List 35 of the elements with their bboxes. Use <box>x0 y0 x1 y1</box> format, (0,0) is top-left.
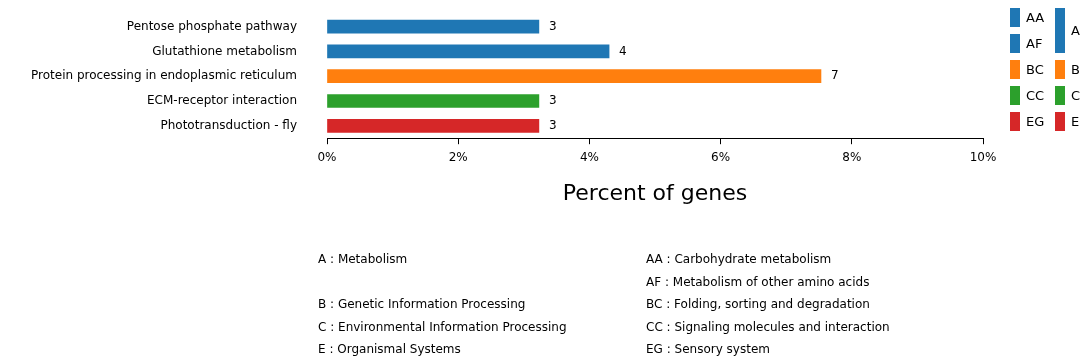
text: CC : Signaling molecules and interaction <box>646 319 890 335</box>
x-tick-label: 2% <box>448 149 468 164</box>
annotation: 3 <box>548 117 557 132</box>
text: AA : Carbohydrate metabolism <box>646 252 832 267</box>
text: BC : Folding, sorting and degradation <box>646 297 870 312</box>
x-tick-label: 0% <box>317 149 337 164</box>
legend-label: CC <box>1026 87 1045 103</box>
text: C : Environmental Information Processing <box>318 319 567 335</box>
text: B : Genetic Information Processing <box>318 297 526 312</box>
y-tick-label: Protein processing in endoplasmic reticulum <box>31 68 297 83</box>
text: A : Metabolism <box>318 252 408 267</box>
text: E <box>1071 113 1080 129</box>
text: EG : Sensory system <box>646 342 770 357</box>
legend-label: AF <box>1026 35 1043 51</box>
legend-label: BC <box>1026 61 1044 77</box>
text: A <box>1071 22 1080 38</box>
text: B <box>1071 61 1080 77</box>
y-tick-label: Glutathione metabolism <box>152 43 297 58</box>
x-axis-title: Percent of genes <box>562 179 748 205</box>
legend-label: EG <box>1026 113 1045 129</box>
y-tick-label: Phototransduction - fly <box>160 117 297 132</box>
y-tick-label: Pentose phosphate pathway <box>126 18 297 33</box>
annotation: 7 <box>830 68 839 83</box>
annotation: 3 <box>548 18 557 33</box>
annotation: 4 <box>619 43 627 58</box>
x-tick-label: 6% <box>711 149 731 164</box>
text: AF : Metabolism of other amino acids <box>646 274 870 290</box>
text: E : Organismal Systems <box>318 342 461 357</box>
annotation: 3 <box>548 93 557 108</box>
x-tick-label: 4% <box>579 149 599 164</box>
text: C <box>1071 87 1081 103</box>
legend-label: AA <box>1026 9 1045 25</box>
x-tick-label: 8% <box>842 149 862 164</box>
y-tick-label: ECM-receptor interaction <box>147 93 297 108</box>
x-tick-label: 10% <box>969 149 997 164</box>
